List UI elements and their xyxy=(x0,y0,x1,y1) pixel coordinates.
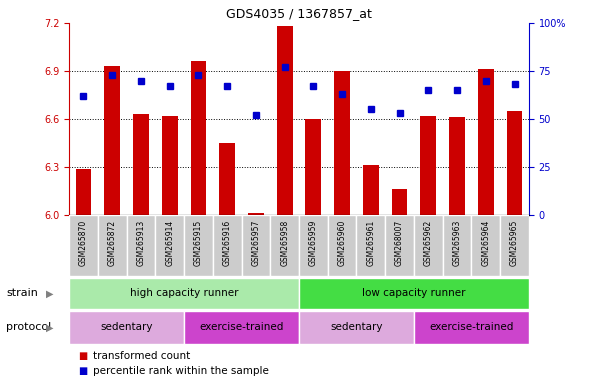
Bar xyxy=(155,215,184,276)
Bar xyxy=(105,66,120,215)
Bar xyxy=(478,70,493,215)
Bar xyxy=(299,278,529,309)
Text: ▶: ▶ xyxy=(46,322,53,333)
Text: ■: ■ xyxy=(78,366,87,376)
Text: GSM265916: GSM265916 xyxy=(222,220,231,266)
Text: sedentary: sedentary xyxy=(330,322,383,333)
Bar xyxy=(414,311,529,344)
Bar xyxy=(392,189,407,215)
Text: GSM265915: GSM265915 xyxy=(194,220,203,266)
Text: GSM265965: GSM265965 xyxy=(510,220,519,266)
Text: GSM265959: GSM265959 xyxy=(309,220,318,266)
Bar xyxy=(500,215,529,276)
Bar xyxy=(414,215,443,276)
Bar xyxy=(270,215,299,276)
Bar xyxy=(356,215,385,276)
Text: GSM265964: GSM265964 xyxy=(481,220,490,266)
Text: GSM268007: GSM268007 xyxy=(395,220,404,266)
Text: exercise-trained: exercise-trained xyxy=(200,322,284,333)
Text: protocol: protocol xyxy=(6,322,51,333)
Bar xyxy=(471,215,500,276)
Text: GSM265958: GSM265958 xyxy=(280,220,289,266)
Bar xyxy=(363,166,379,215)
Text: strain: strain xyxy=(6,288,38,298)
Bar xyxy=(162,116,177,215)
Bar xyxy=(133,114,149,215)
Bar xyxy=(191,61,206,215)
Bar xyxy=(276,26,293,215)
Bar xyxy=(305,119,322,215)
Bar xyxy=(334,71,350,215)
Bar xyxy=(248,214,264,215)
Bar xyxy=(213,215,242,276)
Bar xyxy=(127,215,155,276)
Bar xyxy=(299,311,414,344)
Text: percentile rank within the sample: percentile rank within the sample xyxy=(93,366,269,376)
Bar xyxy=(69,311,184,344)
Bar xyxy=(385,215,414,276)
Text: GSM265960: GSM265960 xyxy=(338,220,347,266)
Text: GSM265914: GSM265914 xyxy=(165,220,174,266)
Bar xyxy=(76,169,91,215)
Text: GSM265872: GSM265872 xyxy=(108,220,117,266)
Text: high capacity runner: high capacity runner xyxy=(130,288,239,298)
Text: GSM265961: GSM265961 xyxy=(367,220,376,266)
Bar xyxy=(299,215,328,276)
Bar xyxy=(328,215,356,276)
Bar xyxy=(69,278,299,309)
Text: GSM265870: GSM265870 xyxy=(79,220,88,266)
Bar xyxy=(443,215,471,276)
Title: GDS4035 / 1367857_at: GDS4035 / 1367857_at xyxy=(226,7,372,20)
Bar xyxy=(98,215,127,276)
Bar xyxy=(184,215,213,276)
Bar xyxy=(421,116,436,215)
Bar xyxy=(449,118,465,215)
Bar xyxy=(69,215,98,276)
Text: ▶: ▶ xyxy=(46,288,53,298)
Bar xyxy=(242,215,270,276)
Text: low capacity runner: low capacity runner xyxy=(362,288,466,298)
Text: exercise-trained: exercise-trained xyxy=(429,322,514,333)
Text: GSM265913: GSM265913 xyxy=(136,220,145,266)
Text: GSM265962: GSM265962 xyxy=(424,220,433,266)
Text: ■: ■ xyxy=(78,351,87,361)
Bar xyxy=(219,143,235,215)
Text: GSM265957: GSM265957 xyxy=(251,220,260,266)
Text: sedentary: sedentary xyxy=(100,322,153,333)
Bar xyxy=(507,111,522,215)
Text: GSM265963: GSM265963 xyxy=(453,220,462,266)
Bar xyxy=(184,311,299,344)
Text: transformed count: transformed count xyxy=(93,351,191,361)
